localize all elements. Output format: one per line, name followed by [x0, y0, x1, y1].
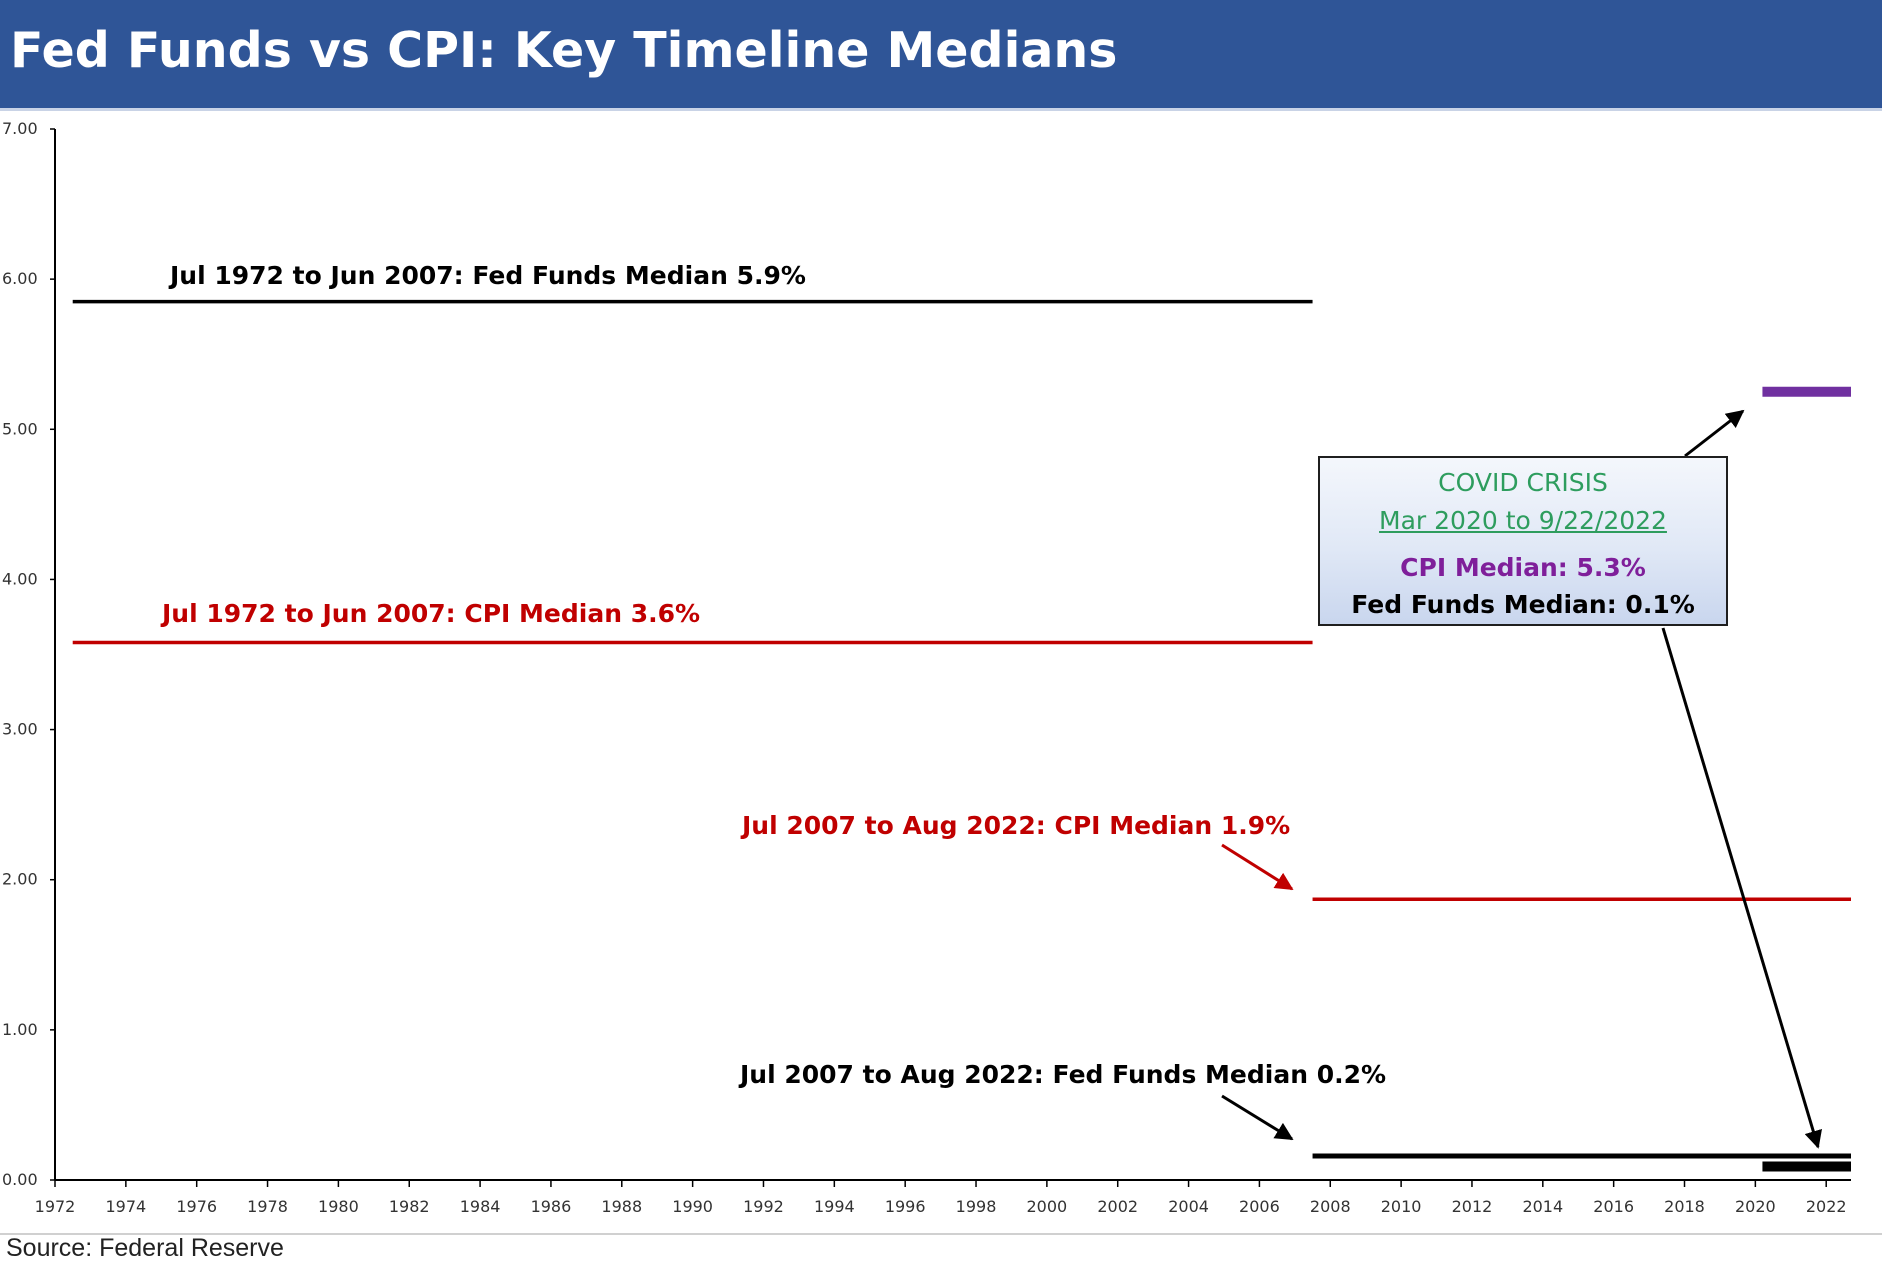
x-tick-label: 2008: [1310, 1197, 1351, 1216]
series-group: [72, 299, 1851, 1172]
x-tick-label: 2018: [1664, 1197, 1705, 1216]
x-tick-label: 1986: [531, 1197, 572, 1216]
label-ff-pre2007: Jul 1972 to Jun 2007: Fed Funds Median 5…: [168, 261, 806, 290]
x-tick-label: 1988: [601, 1197, 642, 1216]
covid-title: COVID CRISIS: [1438, 468, 1608, 497]
x-tick-label: 2000: [1027, 1197, 1068, 1216]
y-tick-label: 7.00: [2, 119, 38, 138]
covid-cpi-arrow: [1684, 409, 1745, 458]
x-tick-label: 2022: [1806, 1197, 1847, 1216]
x-tick-label: 2002: [1097, 1197, 1138, 1216]
x-tick-label: 2012: [1452, 1197, 1493, 1216]
x-tick-label: 2016: [1593, 1197, 1634, 1216]
y-tick-label: 4.00: [2, 569, 38, 588]
x-tick-label: 2014: [1522, 1197, 1563, 1216]
title-divider: [0, 108, 1882, 111]
x-tick-label: 1990: [672, 1197, 713, 1216]
x-tick-label: 2010: [1381, 1197, 1422, 1216]
x-tick-label: 1980: [318, 1197, 359, 1216]
x-tick-label: 1984: [460, 1197, 501, 1216]
ff-post2007-arrow: [1221, 1094, 1294, 1141]
source-note: Source: Federal Reserve: [6, 1234, 284, 1262]
x-axis: 1972 1974 1976 1978 1980 1982 1984 1986 1988 1990…: [35, 1179, 1851, 1216]
covid-period: Mar 2020 to 9/22/2022: [1379, 506, 1667, 535]
x-tick-label: 1976: [176, 1197, 217, 1216]
x-tick-label: 2006: [1239, 1197, 1280, 1216]
label-ff-post2007: Jul 2007 to Aug 2022: Fed Funds Median 0…: [738, 1060, 1386, 1089]
title-bar: Fed Funds vs CPI: Key Timeline Medians: [0, 0, 1882, 108]
covid-ff-arrow: [1661, 627, 1822, 1149]
y-tick-label: 6.00: [2, 269, 38, 288]
x-tick-label: 2004: [1168, 1197, 1209, 1216]
label-cpi-post2007: Jul 2007 to Aug 2022: CPI Median 1.9%: [740, 811, 1290, 840]
label-cpi-pre2007: Jul 1972 to Jun 2007: CPI Median 3.6%: [160, 599, 700, 628]
x-tick-label: 1978: [247, 1197, 288, 1216]
y-tick-label: 5.00: [2, 419, 38, 438]
x-tick-label: 2020: [1735, 1197, 1776, 1216]
y-axis: 0.00 1.00 2.00 3.00 4.00 5.00 6.00 7.00: [2, 119, 56, 1189]
page-title: Fed Funds vs CPI: Key Timeline Medians: [10, 22, 1118, 79]
covid-cpi-median: CPI Median: 5.3%: [1400, 553, 1646, 582]
x-tick-label: 1972: [35, 1197, 76, 1216]
x-tick-label: 1992: [743, 1197, 784, 1216]
y-tick-label: 0.00: [2, 1170, 38, 1189]
median-timeline-chart: 0.001.002.003.004.005.006.007.00 1972 197…: [2, 119, 1851, 1216]
cpi-post2007-arrow: [1221, 843, 1294, 891]
covid-crisis-callout: COVID CRISIS Mar 2020 to 9/22/2022 CPI M…: [1318, 456, 1728, 626]
y-tick-label: 3.00: [2, 720, 38, 739]
y-tick-label: 2.00: [2, 870, 38, 889]
x-tick-label: 1996: [885, 1197, 926, 1216]
x-tick-label: 1974: [105, 1197, 146, 1216]
covid-fed-funds-median: Fed Funds Median: 0.1%: [1351, 590, 1695, 619]
x-tick-label: 1998: [956, 1197, 997, 1216]
footer-divider: [0, 1233, 1882, 1235]
x-tick-label: 1994: [814, 1197, 855, 1216]
y-tick-label: 1.00: [2, 1020, 38, 1039]
x-tick-label: 1982: [389, 1197, 430, 1216]
